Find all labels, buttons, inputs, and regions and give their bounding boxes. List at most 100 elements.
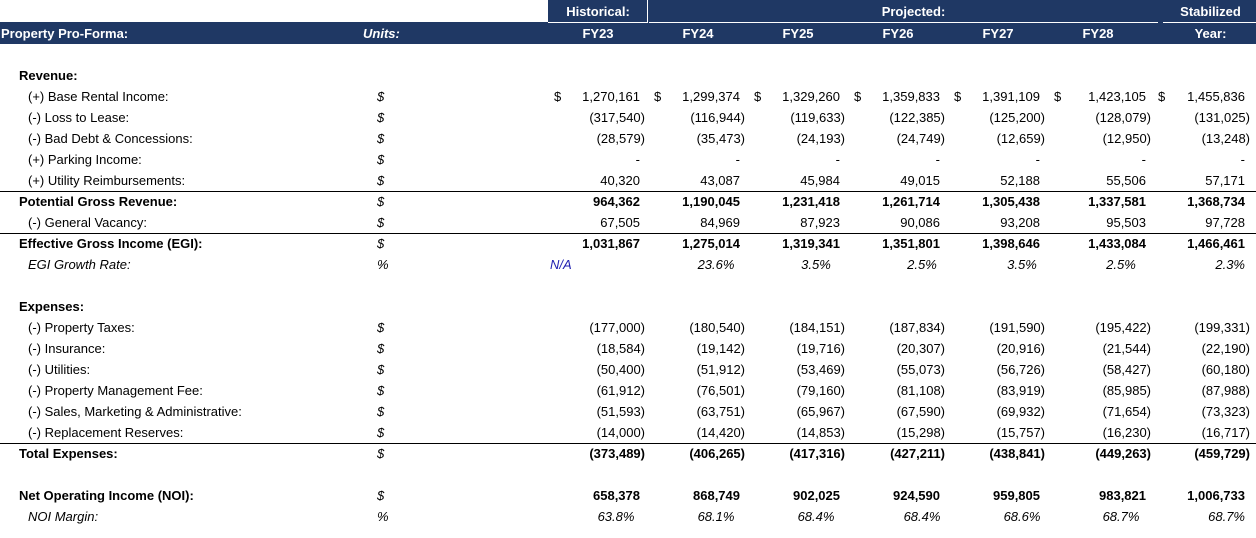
value-fy27: 959,805 <box>993 488 1040 503</box>
row-label: NOI Margin: <box>28 509 99 524</box>
value-fy25: 902,025 <box>793 488 840 503</box>
value-fy28: 1,423,105 <box>1088 89 1146 104</box>
value-fy27: (125,200) <box>989 110 1045 125</box>
value-fy26: (15,298) <box>896 425 945 440</box>
value-fy26: 90,086 <box>900 215 940 230</box>
value-fy26: 68.4% <box>903 509 941 524</box>
value-fy26: 1,351,801 <box>882 236 940 251</box>
value-fy26: 1,261,714 <box>882 194 940 209</box>
value-fy24: - <box>735 152 740 167</box>
value-stabilized: 57,171 <box>1205 173 1245 188</box>
value-fy26: 2.5% <box>907 257 937 272</box>
value-fy24: (35,473) <box>696 131 745 146</box>
currency-sign: $ <box>1158 89 1166 104</box>
row-sales-marketing-admin: (-) Sales, Marketing & Administrative: $… <box>0 401 1256 422</box>
stabilized-header: Stabilized <box>1180 4 1241 19</box>
value-fy27: 93,208 <box>1000 215 1040 230</box>
value-fy24: (116,944) <box>690 110 745 125</box>
row-utility-reimbursements: (+) Utility Reimbursements: $ 40,320 43,… <box>0 170 1256 191</box>
value-stabilized: 1,368,734 <box>1187 194 1245 209</box>
row-label: (-) Insurance: <box>28 341 106 356</box>
value-fy26: (55,073) <box>896 362 945 377</box>
row-effective-gross-income: Effective Gross Income (EGI): $ 1,031,86… <box>0 233 1256 254</box>
value-fy24: (19,142) <box>696 341 745 356</box>
value-fy28: 2.5% <box>1106 257 1136 272</box>
row-bad-debt: (-) Bad Debt & Concessions: $ (28,579) (… <box>0 128 1256 149</box>
value-stabilized: 1,006,733 <box>1187 488 1245 503</box>
value-fy24: 43,087 <box>700 173 740 188</box>
value-fy25: 1,231,418 <box>782 194 840 209</box>
value-fy26: (24,749) <box>896 131 945 146</box>
value-fy25: 1,329,260 <box>782 89 840 104</box>
value-fy25: (65,967) <box>796 404 845 419</box>
row-label: (+) Utility Reimbursements: <box>28 173 186 188</box>
value-fy26: (81,108) <box>896 383 945 398</box>
row-noi-margin: NOI Margin: % 63.8% 68.1% 68.4% 68.4% 68… <box>0 506 1256 527</box>
value-fy24: 1,275,014 <box>682 236 740 251</box>
section-title-expenses: Expenses: <box>0 296 1256 317</box>
currency-sign: $ <box>654 89 662 104</box>
row-label: Total Expenses: <box>19 446 118 461</box>
value-fy25: 45,984 <box>800 173 840 188</box>
value-stabilized: (60,180) <box>1201 362 1250 377</box>
year-header: FY27 <box>982 26 1014 41</box>
value-fy24: (63,751) <box>696 404 745 419</box>
subtotal-rule <box>0 233 1256 234</box>
value-fy25: (53,469) <box>796 362 845 377</box>
value-fy25: (417,316) <box>789 446 845 461</box>
unit: $ <box>377 131 385 146</box>
value-fy25: 87,923 <box>800 215 840 230</box>
value-fy23: (317,540) <box>589 110 645 125</box>
row-total-expenses: Total Expenses: $ (373,489) (406,265) (4… <box>0 443 1256 464</box>
value-fy28: (128,079) <box>1095 110 1151 125</box>
subtotal-rule <box>0 191 1256 192</box>
row-label: Potential Gross Revenue: <box>19 194 178 209</box>
value-fy23: (373,489) <box>589 446 645 461</box>
unit: $ <box>377 236 385 251</box>
value-fy28: (71,654) <box>1102 404 1151 419</box>
year-header: FY28 <box>1082 26 1114 41</box>
value-fy27: (191,590) <box>989 320 1045 335</box>
row-label: (-) Sales, Marketing & Administrative: <box>28 404 242 419</box>
year-header: FY25 <box>782 26 814 41</box>
value-fy25: (119,633) <box>790 110 845 125</box>
value-fy27: 3.5% <box>1007 257 1037 272</box>
row-loss-to-lease: (-) Loss to Lease: $ (317,540) (116,944)… <box>0 107 1256 128</box>
value-fy23: (18,584) <box>596 341 645 356</box>
unit: $ <box>377 425 385 440</box>
year-header: FY24 <box>682 26 714 41</box>
value-fy27: 68.6% <box>1003 509 1041 524</box>
value-fy23: (61,912) <box>596 383 645 398</box>
value-fy25: - <box>835 152 840 167</box>
value-fy24: 23.6% <box>697 257 735 272</box>
unit: $ <box>377 110 385 125</box>
row-property-management-fee: (-) Property Management Fee: $ (61,912) … <box>0 380 1256 401</box>
value-fy28: (58,427) <box>1102 362 1151 377</box>
row-label: (-) Utilities: <box>28 362 91 377</box>
row-label: (-) Replacement Reserves: <box>28 425 184 440</box>
value-fy28: - <box>1141 152 1146 167</box>
section-label: Expenses: <box>19 299 85 314</box>
value-fy27: (56,726) <box>996 362 1045 377</box>
section-title-revenue: Revenue: <box>0 65 1256 86</box>
row-label: (+) Base Rental Income: <box>28 89 169 104</box>
value-fy26: (20,307) <box>896 341 945 356</box>
value-fy26: - <box>935 152 940 167</box>
value-fy24: 84,969 <box>700 215 740 230</box>
value-fy23: (50,400) <box>596 362 645 377</box>
row-general-vacancy: (-) General Vacancy: $ 67,505 84,969 87,… <box>0 212 1256 233</box>
row-label: (-) Property Management Fee: <box>28 383 203 398</box>
value-fy27: (20,916) <box>996 341 1045 356</box>
header-divider-stabilized <box>1163 22 1256 23</box>
row-label: (+) Parking Income: <box>28 152 142 167</box>
value-fy23: (177,000) <box>589 320 645 335</box>
value-fy28: (12,950) <box>1102 131 1151 146</box>
value-fy25: (79,160) <box>796 383 845 398</box>
currency-sign: $ <box>1054 89 1062 104</box>
value-fy24: 68.1% <box>697 509 735 524</box>
value-stabilized: (199,331) <box>1194 320 1250 335</box>
value-fy25: 68.4% <box>797 509 835 524</box>
row-label: (-) Bad Debt & Concessions: <box>28 131 193 146</box>
value-stabilized: (13,248) <box>1201 131 1250 146</box>
